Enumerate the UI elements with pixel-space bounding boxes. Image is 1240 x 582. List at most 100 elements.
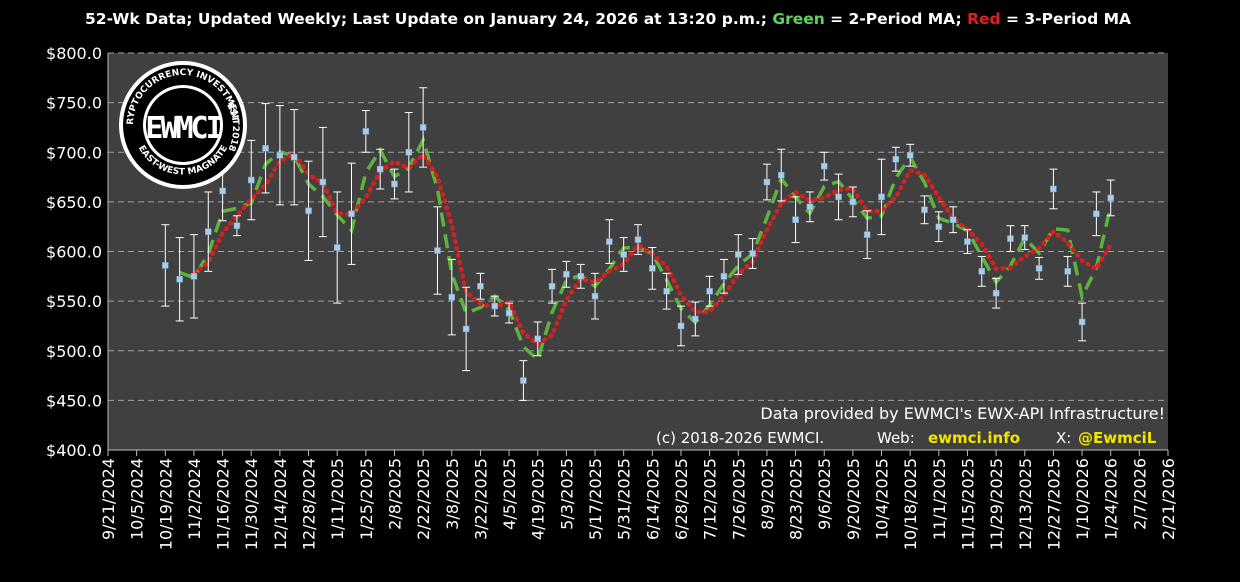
point: [448, 293, 456, 301]
point: [520, 377, 527, 384]
annotations: Data provided by EWMCI's EWX-API Infrast…: [656, 404, 1165, 447]
point: [849, 198, 857, 206]
point: [305, 207, 312, 215]
x-tick-label: 12/14/2024: [271, 458, 290, 550]
point: [835, 193, 842, 201]
x-tick-label: 11/2/2024: [185, 458, 204, 540]
point: [348, 210, 355, 218]
point: [262, 145, 269, 152]
x-tick-label: 12/13/2025: [1016, 458, 1035, 550]
point: [949, 216, 957, 223]
x-tick-label: 10/4/2025: [873, 458, 892, 540]
y-tick-label: $550.0: [46, 292, 102, 311]
point: [649, 265, 656, 272]
annotation: X:: [1056, 429, 1071, 447]
point: [806, 203, 814, 211]
x-tick-label: 9/6/2025: [815, 458, 834, 530]
point: [419, 124, 427, 131]
y-tick-label: $600.0: [46, 243, 102, 262]
x-tick-label: 1/10/2026: [1073, 458, 1092, 540]
point: [362, 128, 370, 135]
point: [1007, 235, 1014, 242]
chart-title: 52-Wk Data; Updated Weekly; Last Update …: [85, 10, 1131, 28]
point: [534, 335, 541, 343]
title-part: = 2-Period MA;: [825, 10, 967, 28]
x-tick-label: 3/8/2025: [443, 458, 462, 530]
y-tick-label: $650.0: [46, 193, 102, 212]
y-tick-label: $750.0: [46, 94, 102, 113]
point: [434, 247, 441, 254]
x-tick-label: 1/25/2025: [357, 458, 376, 540]
y-tick-label: $450.0: [46, 391, 102, 410]
point: [1078, 318, 1086, 326]
point: [1050, 185, 1057, 193]
x-tick-label: 11/30/2024: [242, 458, 261, 550]
x-tick-label: 10/18/2025: [901, 458, 920, 550]
x-tick-label: 2/22/2025: [414, 458, 433, 540]
point: [863, 231, 871, 238]
point: [1093, 210, 1100, 218]
point: [820, 162, 828, 170]
point: [276, 151, 284, 159]
point: [763, 178, 771, 186]
marks: [161, 87, 1115, 401]
logo-main: EWMCI: [145, 111, 221, 146]
point: [577, 273, 584, 280]
point: [319, 178, 327, 186]
x-tick-label: 10/5/2024: [128, 458, 147, 540]
title-part: Green: [772, 10, 824, 28]
x-tick-label: 1/11/2025: [328, 458, 347, 540]
point: [720, 273, 728, 280]
point: [391, 180, 398, 188]
point: [205, 228, 212, 235]
point: [964, 238, 971, 245]
x-tick-label: 6/28/2025: [672, 458, 691, 540]
point: [634, 236, 642, 243]
point: [777, 171, 785, 179]
point: [706, 287, 713, 295]
point: [290, 153, 298, 161]
point: [906, 151, 914, 159]
point: [992, 289, 1000, 297]
x-tick-label: 11/29/2025: [987, 458, 1006, 550]
point: [892, 155, 900, 163]
point: [219, 187, 226, 195]
x-tick-label: 5/31/2025: [615, 458, 634, 540]
annotation: Data provided by EWMCI's EWX-API Infrast…: [760, 404, 1165, 423]
x-tick-label: 8/9/2025: [758, 458, 777, 530]
x-tick-label: 1/24/2026: [1102, 458, 1121, 540]
point: [548, 282, 556, 290]
point: [190, 273, 198, 280]
x-tick-label: 9/20/2025: [844, 458, 863, 540]
point: [333, 244, 341, 251]
x-tick-label: 7/26/2025: [729, 458, 748, 540]
x-tick-label: 3/22/2025: [471, 458, 490, 540]
point: [462, 325, 470, 333]
annotation: (c) 2018-2026 EWMCI.: [656, 429, 824, 447]
point: [1107, 194, 1114, 202]
y-tick-label: $800.0: [46, 44, 102, 63]
point: [1064, 268, 1071, 275]
x-tick-label: 4/5/2025: [500, 458, 519, 530]
x-tick-label: 2/7/2026: [1130, 458, 1149, 530]
point: [792, 216, 799, 223]
point: [935, 223, 943, 230]
x-tick-label: 12/28/2024: [300, 458, 319, 550]
title-part: = 3-Period MA: [1001, 10, 1131, 28]
point: [162, 262, 169, 269]
point: [405, 149, 413, 156]
point: [921, 206, 928, 214]
point: [591, 292, 599, 300]
annotation: Web:: [877, 429, 915, 447]
point: [677, 322, 685, 330]
point: [735, 251, 742, 258]
point: [692, 315, 699, 323]
x-tick-label: 4/19/2025: [529, 458, 548, 540]
point: [505, 309, 513, 317]
x-tick-label: 2/21/2026: [1159, 458, 1178, 540]
x-tick-label: 11/16/2024: [214, 458, 233, 550]
annotation: ewmci.info: [928, 429, 1020, 447]
point: [1021, 234, 1029, 241]
x-tick-label: 10/19/2024: [156, 458, 175, 550]
